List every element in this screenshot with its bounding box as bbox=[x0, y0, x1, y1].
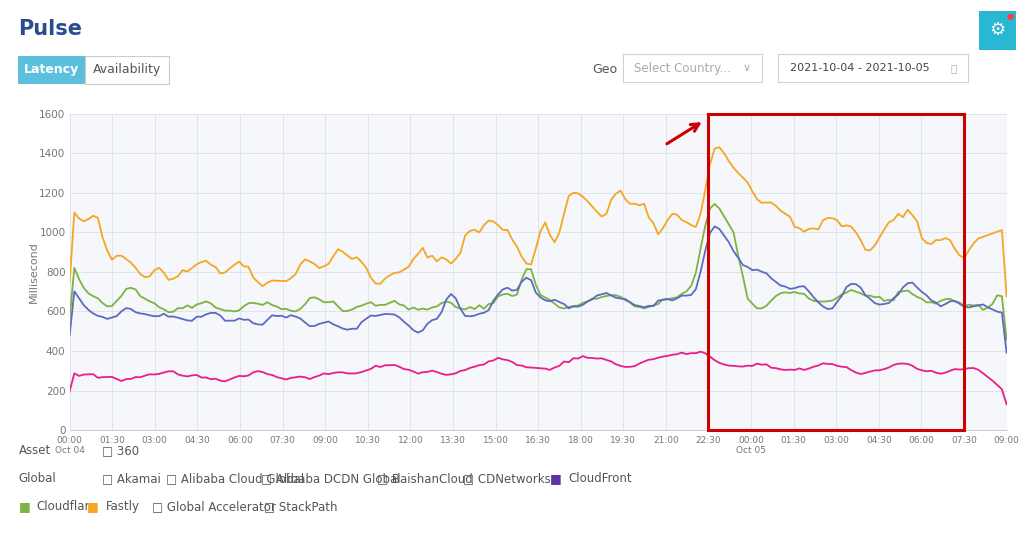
Bar bbox=[709, 114, 964, 430]
Text: Latency: Latency bbox=[25, 63, 79, 76]
Text: Select Country...: Select Country... bbox=[634, 62, 730, 75]
Text: □ StackPath: □ StackPath bbox=[264, 500, 338, 513]
Text: □ Akamai: □ Akamai bbox=[102, 472, 161, 485]
Text: Fastly: Fastly bbox=[105, 500, 139, 513]
Text: ■: ■ bbox=[87, 500, 98, 513]
Text: Asset: Asset bbox=[18, 444, 50, 457]
Text: 2021-10-04 - 2021-10-05: 2021-10-04 - 2021-10-05 bbox=[790, 63, 929, 73]
Text: ∨: ∨ bbox=[742, 63, 751, 73]
Text: □ Alibaba Cloud Global: □ Alibaba Cloud Global bbox=[166, 472, 304, 485]
Text: □ CDNetworks: □ CDNetworks bbox=[463, 472, 551, 485]
Text: 📅: 📅 bbox=[950, 63, 956, 73]
Text: ■: ■ bbox=[18, 500, 30, 513]
Text: □ Alibaba DCDN Global: □ Alibaba DCDN Global bbox=[261, 472, 400, 485]
Text: ●: ● bbox=[1006, 12, 1014, 22]
Text: ■: ■ bbox=[550, 472, 561, 485]
Text: ⚙: ⚙ bbox=[989, 21, 1006, 39]
Text: Availability: Availability bbox=[93, 63, 161, 76]
Text: Pulse: Pulse bbox=[18, 19, 82, 39]
Text: Geo: Geo bbox=[592, 63, 617, 76]
Text: □ BaishanCloud: □ BaishanCloud bbox=[377, 472, 473, 485]
Text: □ Global Accelerator: □ Global Accelerator bbox=[152, 500, 275, 513]
Text: Cloudflare: Cloudflare bbox=[37, 500, 97, 513]
Y-axis label: Millisecond: Millisecond bbox=[29, 241, 39, 303]
Text: □ 360: □ 360 bbox=[102, 444, 139, 457]
Text: CloudFront: CloudFront bbox=[568, 472, 632, 485]
Text: Global: Global bbox=[18, 472, 56, 485]
